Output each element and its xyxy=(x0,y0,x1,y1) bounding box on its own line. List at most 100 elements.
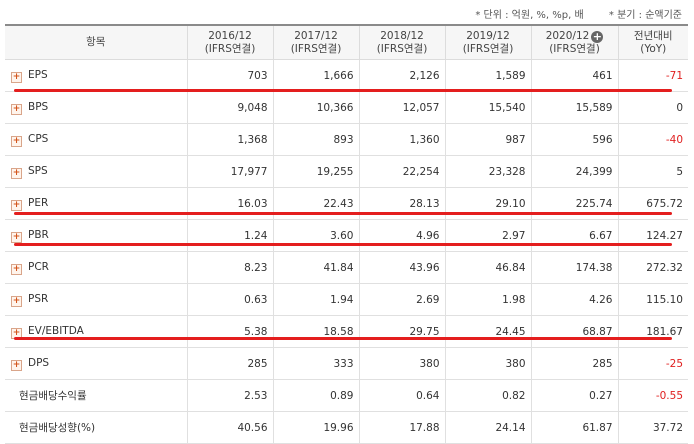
row-label: 현금배당수익률 xyxy=(19,390,87,402)
value-cell: 0.89 xyxy=(273,379,360,412)
value-cell: 893 xyxy=(273,123,360,156)
value-cell: 174.38 xyxy=(531,251,619,284)
highlight-underline-ev-ebitda xyxy=(14,337,672,340)
expand-plus-icon[interactable]: + xyxy=(11,167,22,179)
value-cell: 61.87 xyxy=(531,411,619,444)
row-label: SPS xyxy=(28,164,48,177)
table-row: + SPS 17,977 19,255 22,254 23,328 24,399 5 xyxy=(5,155,688,188)
yoy-cell: 37.72 xyxy=(618,411,688,444)
expand-plus-icon[interactable]: + xyxy=(11,231,22,243)
expand-plus-icon[interactable]: + xyxy=(11,71,22,83)
value-cell: 0.64 xyxy=(359,379,446,412)
row-label: CPS xyxy=(28,132,49,145)
expand-plus-icon[interactable]: + xyxy=(11,135,22,147)
col-header-2016: 2016/12 (IFRS연결) xyxy=(186,24,274,60)
yoy-cell: 5 xyxy=(618,155,688,188)
row-label-cell: 현금배당성향(%) xyxy=(5,411,188,444)
expand-plus-icon[interactable]: + xyxy=(11,199,22,211)
yoy-cell: 181.67 xyxy=(618,315,688,348)
value-cell: 18.58 xyxy=(273,315,360,348)
value-cell: 3.60 xyxy=(273,219,360,252)
row-label: EPS xyxy=(28,68,48,81)
value-cell: 703 xyxy=(187,59,274,92)
value-cell: 12,057 xyxy=(359,91,446,124)
expand-plus-icon[interactable]: + xyxy=(11,103,22,115)
value-cell: 1.98 xyxy=(445,283,532,316)
row-label: EV/EBITDA xyxy=(28,324,84,337)
value-cell: 333 xyxy=(273,347,360,380)
value-cell: 987 xyxy=(445,123,532,156)
value-cell: 15,540 xyxy=(445,91,532,124)
yoy-cell: 272.32 xyxy=(618,251,688,284)
value-cell: 17,977 xyxy=(187,155,274,188)
value-cell: 24.14 xyxy=(445,411,532,444)
table-row: 현금배당수익률 2.53 0.89 0.64 0.82 0.27 -0.55 xyxy=(5,379,688,412)
table-row: + PCR 8.23 41.84 43.96 46.84 174.38 272.32 xyxy=(5,251,688,284)
table-row: + PSR 0.63 1.94 2.69 1.98 4.26 115.10 xyxy=(5,283,688,316)
col-header-yoy: 전년대비 (YoY) xyxy=(617,24,688,60)
row-label-cell[interactable]: + PSR xyxy=(5,283,188,316)
plus-circle-icon[interactable]: + xyxy=(591,29,604,43)
yoy-cell: 124.27 xyxy=(618,219,688,252)
highlight-underline-eps xyxy=(14,89,672,92)
value-cell: 2.69 xyxy=(359,283,446,316)
unit-note: * 단위 : 억원, %, %p, 배 xyxy=(475,10,584,21)
col-header-2018: 2018/12 (IFRS연결) xyxy=(358,24,446,60)
row-label-cell[interactable]: + EPS xyxy=(5,59,188,92)
row-label: 현금배당성향(%) xyxy=(19,422,96,434)
highlight-underline-per xyxy=(14,212,672,215)
item-column-header: 항목 xyxy=(5,24,188,60)
value-cell: 380 xyxy=(359,347,446,380)
yoy-cell: -25 xyxy=(618,347,688,380)
value-cell: 24.45 xyxy=(445,315,532,348)
row-label: BPS xyxy=(28,100,49,113)
value-cell: 4.26 xyxy=(531,283,619,316)
value-cell: 23,328 xyxy=(445,155,532,188)
row-label-cell[interactable]: + SPS xyxy=(5,155,188,188)
value-cell: 5.38 xyxy=(187,315,274,348)
value-cell: 1.24 xyxy=(187,219,274,252)
basis-note: * 분기 : 순액기준 xyxy=(608,10,682,21)
row-label-cell: 현금배당수익률 xyxy=(5,379,188,412)
row-label-cell[interactable]: + BPS xyxy=(5,91,188,124)
yoy-cell: 115.10 xyxy=(618,283,688,316)
unit-notes: * 단위 : 억원, %, %p, 배 * 분기 : 순액기준 xyxy=(453,6,682,22)
table-row: + DPS 285 333 380 380 285 -25 xyxy=(5,347,688,380)
table-row: + EPS 703 1,666 2,126 1,589 461 -71 xyxy=(5,59,688,92)
value-cell: 596 xyxy=(531,123,619,156)
row-label-cell[interactable]: + CPS xyxy=(5,123,188,156)
table-row: 현금배당성향(%) 40.56 19.96 17.88 24.14 61.87 37.72 xyxy=(5,411,688,444)
expand-plus-icon[interactable]: + xyxy=(11,263,22,275)
value-cell: 15,589 xyxy=(531,91,619,124)
value-cell: 9,048 xyxy=(187,91,274,124)
value-cell: 2.53 xyxy=(187,379,274,412)
yoy-cell: 0 xyxy=(618,91,688,124)
row-label-cell[interactable]: + DPS xyxy=(5,347,188,380)
expand-plus-icon[interactable]: + xyxy=(11,295,22,307)
value-cell: 19,255 xyxy=(273,155,360,188)
value-cell: 1.94 xyxy=(273,283,360,316)
value-cell: 41.84 xyxy=(273,251,360,284)
row-label: DPS xyxy=(28,356,50,369)
value-cell: 1,666 xyxy=(273,59,360,92)
value-cell: 46.84 xyxy=(445,251,532,284)
expand-plus-icon[interactable]: + xyxy=(11,359,22,371)
value-cell: 43.96 xyxy=(359,251,446,284)
value-cell: 2.97 xyxy=(445,219,532,252)
value-cell: 0.63 xyxy=(187,283,274,316)
table-header-row: 항목 2016/12 (IFRS연결) 2017/12 (IFRS연결) 2018/… xyxy=(5,24,688,60)
value-cell: 4.96 xyxy=(359,219,446,252)
yoy-cell: -0.55 xyxy=(618,379,688,412)
table-row: + PBR 1.24 3.60 4.96 2.97 6.67 124.27 xyxy=(5,219,688,252)
value-cell: 0.27 xyxy=(531,379,619,412)
row-label-cell[interactable]: + EV/EBITDA xyxy=(5,315,188,348)
row-label-cell[interactable]: + PBR xyxy=(5,219,188,252)
value-cell: 68.87 xyxy=(531,315,619,348)
value-cell: 1,368 xyxy=(187,123,274,156)
row-label-cell[interactable]: + PCR xyxy=(5,251,188,284)
value-cell: 17.88 xyxy=(359,411,446,444)
value-cell: 0.82 xyxy=(445,379,532,412)
value-cell: 8.23 xyxy=(187,251,274,284)
value-cell: 40.56 xyxy=(187,411,274,444)
value-cell: 285 xyxy=(187,347,274,380)
